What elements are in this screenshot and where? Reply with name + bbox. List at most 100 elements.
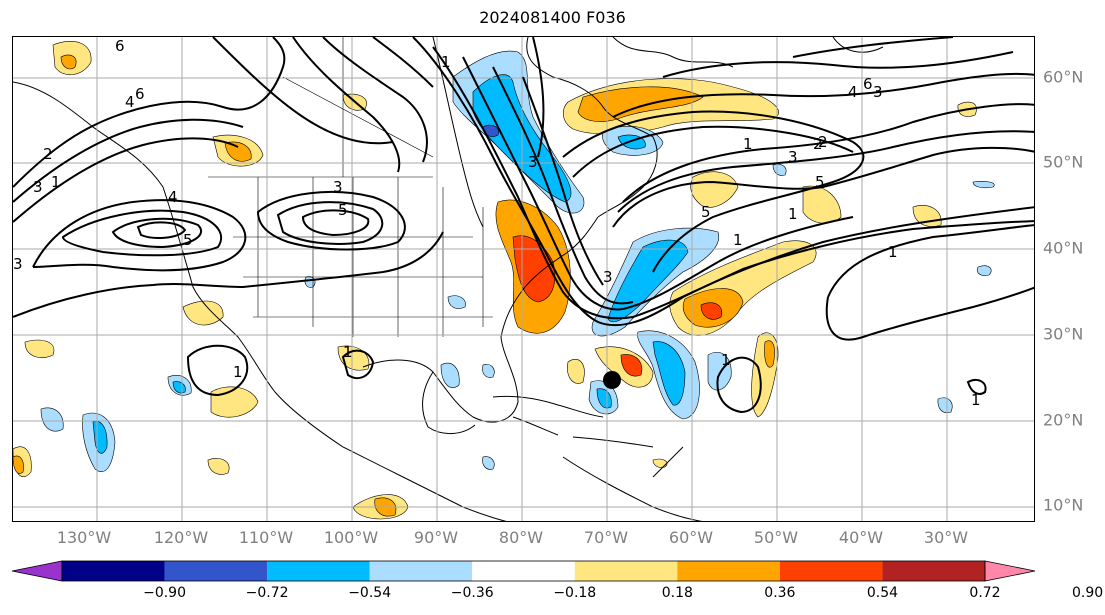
positive-anomaly-region [24, 339, 55, 358]
contour-label: 2 [43, 145, 53, 163]
contour-label: 4 [848, 83, 858, 101]
colorbar-tick-label: −0.90 [143, 585, 186, 601]
positive-anomaly-region [512, 235, 556, 303]
lat-label: 60°N [1043, 67, 1084, 87]
lat-label: 30°N [1043, 324, 1084, 344]
contour-label: 5 [338, 201, 348, 219]
colorbar-segment [369, 561, 473, 581]
lon-label: 30°W [923, 528, 969, 547]
contour-label: 1 [888, 243, 898, 261]
contour-label: 3 [13, 255, 23, 273]
contour-label: 3 [33, 178, 43, 196]
graticule [13, 37, 1034, 521]
colorbar-tick-label: 0.90 [1071, 585, 1104, 601]
lon-label: 100°W [323, 528, 379, 547]
lat-label: 50°N [1043, 152, 1084, 172]
positive-anomaly-region [690, 171, 739, 208]
contour-label: 2 [818, 133, 828, 151]
positive-anomaly-region [210, 386, 259, 418]
contour-label: 3 [603, 268, 613, 286]
contour-label: 4 [125, 93, 135, 111]
colorbar-segment [779, 561, 883, 581]
colorbar-segment [62, 561, 165, 581]
colorbar-tick-label: −0.18 [553, 585, 597, 601]
colorbar-segment [267, 561, 370, 581]
contour-label: 1 [733, 231, 743, 249]
lat-label: 10°N [1043, 495, 1084, 515]
colorbar-extend-max [984, 560, 1036, 582]
negative-anomaly-region [976, 265, 992, 276]
lat-label: 20°N [1043, 410, 1084, 430]
contour-label: 4 [168, 188, 178, 206]
shaded-anomalies [13, 41, 995, 520]
contour-label: 1 [233, 363, 243, 381]
contour-lines [13, 37, 1034, 414]
positive-anomaly-region [207, 458, 230, 475]
lon-label: 80°W [498, 528, 544, 547]
contour-label: 3 [788, 148, 798, 166]
colorbar-segment [677, 561, 780, 581]
contour-label: 1 [971, 391, 981, 409]
negative-anomaly-region [304, 276, 316, 288]
colorbar-segment [472, 561, 575, 581]
positive-anomaly-region [182, 300, 224, 326]
negative-anomaly-region [440, 362, 460, 388]
contour-label: 2 [813, 135, 823, 153]
contour-label: 1 [788, 205, 798, 223]
contour-label: 6 [863, 75, 873, 93]
lon-label: 50°W [753, 528, 799, 547]
lon-label: 60°W [668, 528, 714, 547]
positive-anomaly-region [577, 86, 704, 122]
contour-label: 1 [51, 173, 61, 191]
contour-label: 5 [701, 203, 711, 221]
positive-anomaly-region [802, 185, 842, 224]
positive-anomaly-region [567, 359, 585, 384]
negative-anomaly-region [972, 181, 995, 189]
negative-anomaly-region [447, 295, 466, 309]
colorbar-segment [882, 561, 985, 581]
lon-label: 110°W [238, 528, 294, 547]
map-title: 2024081400 F036 [479, 8, 626, 27]
contour-label: 3 [333, 178, 343, 196]
lon-label: 70°W [583, 528, 629, 547]
negative-anomaly-region [707, 351, 732, 391]
colorbar-segment [164, 561, 268, 581]
lon-label: 90°W [413, 528, 459, 547]
positive-anomaly-region [13, 455, 24, 474]
colorbar-tick-label: −0.54 [348, 585, 392, 601]
lon-label: 130°W [56, 528, 112, 547]
contour-label: 1 [343, 343, 353, 361]
positive-anomaly-region [620, 354, 643, 377]
colorbar-frame [61, 560, 986, 582]
state-borders [208, 37, 493, 337]
storm-center-marker [603, 371, 621, 389]
map-panel[interactable]: 6 1 4 6 2 1 3 4 5 3 5 3 3 1 2 1 3 2 5 6 … [12, 36, 1035, 522]
colorbar-tick-label: −0.36 [450, 585, 494, 601]
positive-anomaly-region [60, 54, 77, 70]
contour-label: 5 [183, 231, 193, 249]
map-canvas: 6 1 4 6 2 1 3 4 5 3 5 3 3 1 2 1 3 2 5 6 … [13, 37, 1034, 521]
contour-label: 5 [815, 173, 825, 191]
positive-anomaly-region [700, 302, 723, 320]
negative-anomaly-region [937, 397, 953, 414]
contour-label: 1 [743, 135, 753, 153]
positive-anomaly-region [224, 141, 252, 162]
negative-anomaly-region [652, 341, 686, 406]
negative-anomaly-region [482, 364, 495, 378]
contour-label: 1 [721, 351, 731, 369]
colorbar-segment [574, 561, 678, 581]
lon-label: 40°W [838, 528, 884, 547]
negative-anomaly-region [596, 388, 612, 409]
colorbar-tick-label: 0.54 [866, 585, 899, 601]
colorbar-tick-label: 0.72 [969, 585, 1001, 601]
colorbar-tick-label: 0.36 [764, 585, 796, 601]
colorbar-tick-label: 0.18 [661, 585, 693, 601]
positive-anomaly-region [764, 340, 775, 368]
colorbar [11, 560, 1036, 582]
contour-label: 6 [115, 37, 125, 55]
lat-label: 40°N [1043, 238, 1084, 258]
contour-label: 6 [135, 85, 145, 103]
contour-label: 3 [528, 153, 538, 171]
contour-label: 1 [441, 53, 451, 71]
positive-anomaly-region [652, 458, 668, 468]
